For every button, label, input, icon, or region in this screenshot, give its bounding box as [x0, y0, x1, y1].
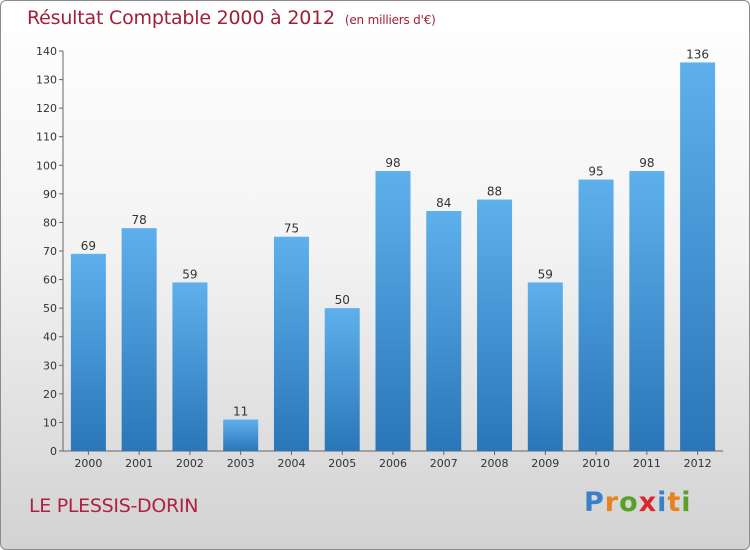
data-label: 78	[132, 213, 147, 227]
y-tick-label: 30	[43, 359, 57, 372]
x-tick-label: 2006	[379, 457, 407, 470]
bar	[70, 253, 106, 451]
x-tick-label: 2005	[328, 457, 356, 470]
data-label: 69	[81, 239, 96, 253]
y-tick-label: 100	[36, 159, 57, 172]
y-tick-label: 10	[43, 416, 57, 429]
data-label: 88	[487, 185, 502, 199]
data-label: 59	[182, 267, 197, 281]
bar	[375, 171, 411, 451]
x-tick-label: 2000	[74, 457, 102, 470]
data-label: 59	[538, 267, 553, 281]
y-tick-label: 90	[43, 188, 57, 201]
x-tick-label: 2001	[125, 457, 153, 470]
x-tick-label: 2002	[176, 457, 204, 470]
chart-title-text: Résultat Comptable 2000 à 2012	[27, 7, 335, 29]
y-tick-label: 60	[43, 274, 57, 287]
x-tick-label: 2010	[582, 457, 610, 470]
x-tick-label: 2009	[531, 457, 559, 470]
data-label: 136	[686, 47, 709, 61]
x-tick-label: 2004	[277, 457, 305, 470]
brand-letter: r	[604, 487, 620, 518]
y-tick-label: 120	[36, 102, 57, 115]
y-tick-label: 50	[43, 302, 57, 315]
x-tick-label: 2007	[430, 457, 458, 470]
bar	[680, 62, 716, 452]
x-tick-label: 2011	[633, 457, 661, 470]
brand-logo: Proxiti	[584, 487, 692, 518]
brand-letter: i	[681, 487, 692, 518]
brand-letter: x	[638, 487, 658, 518]
brand-letter: i	[657, 487, 668, 518]
data-label: 98	[385, 156, 400, 170]
data-label: 50	[335, 293, 350, 307]
brand-letter: o	[619, 487, 639, 518]
data-label: 98	[639, 156, 654, 170]
bar	[578, 179, 614, 452]
bar	[629, 171, 665, 451]
bar	[527, 282, 563, 451]
y-tick-label: 70	[43, 245, 57, 258]
y-tick-label: 0	[50, 445, 57, 458]
x-tick-label: 2008	[481, 457, 509, 470]
data-label: 11	[233, 405, 248, 419]
bar	[324, 308, 360, 451]
data-label: 75	[284, 222, 299, 236]
bar	[426, 211, 462, 451]
y-tick-label: 140	[36, 45, 57, 58]
place-name: LE PLESSIS-DORIN	[29, 495, 199, 517]
bar	[172, 282, 208, 451]
data-label: 95	[588, 165, 603, 179]
y-tick-label: 130	[36, 74, 57, 87]
y-tick-label: 40	[43, 331, 57, 344]
x-tick-label: 2003	[227, 457, 255, 470]
y-tick-label: 110	[36, 131, 57, 144]
bar	[273, 236, 309, 451]
bar	[223, 419, 259, 451]
brand-letter: t	[667, 487, 682, 518]
data-label: 84	[436, 196, 451, 210]
chart-title: Résultat Comptable 2000 à 2012 (en millie…	[27, 7, 436, 29]
unit-note: (en milliers d'€)	[344, 13, 436, 27]
bar	[121, 228, 157, 451]
y-tick-label: 20	[43, 388, 57, 401]
x-tick-label: 2012	[684, 457, 712, 470]
bar	[477, 199, 513, 451]
y-tick-label: 80	[43, 216, 57, 229]
brand-letter: P	[584, 487, 605, 518]
